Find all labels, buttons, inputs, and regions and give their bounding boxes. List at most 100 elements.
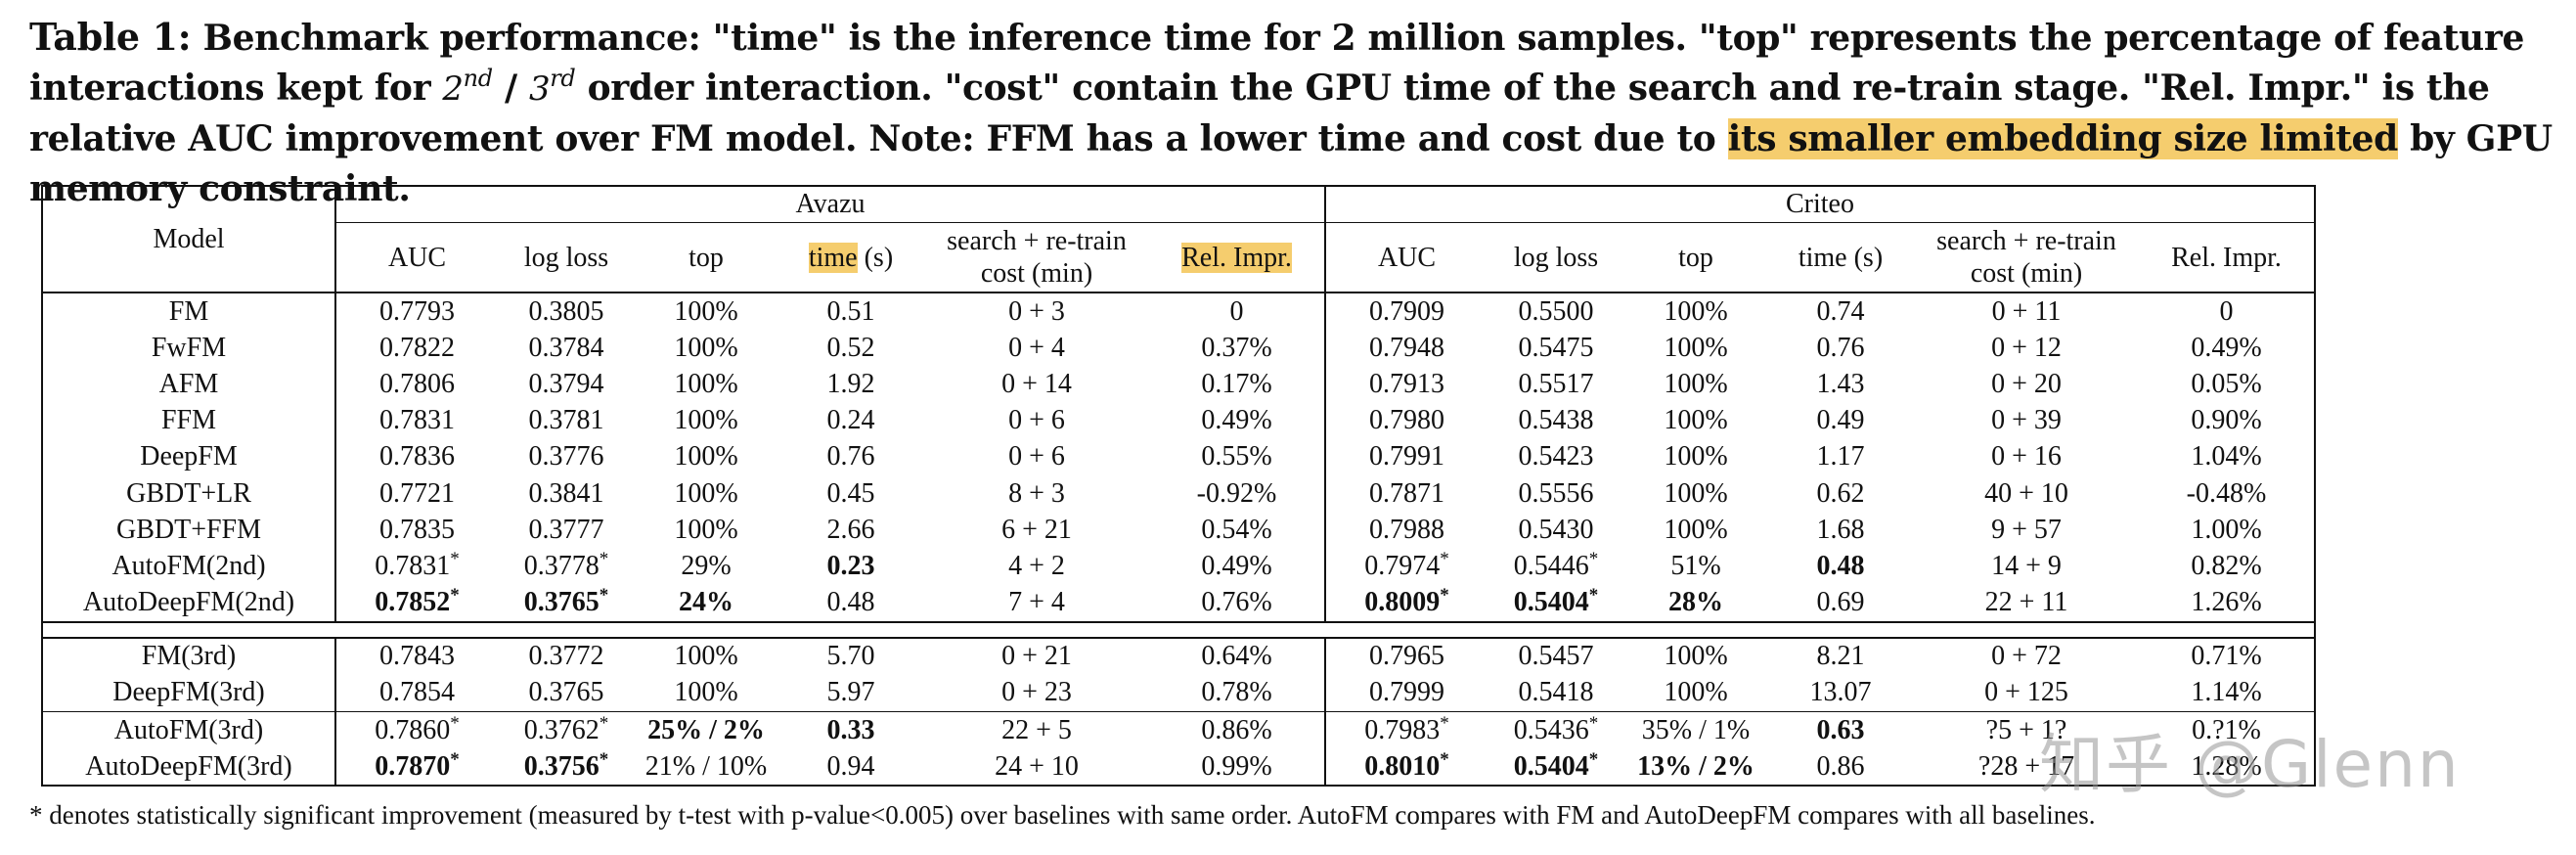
cell-criteo: 0.71%: [2139, 636, 2315, 675]
cell-criteo: 100%: [1664, 514, 1728, 545]
cell-avazu: 0.3781: [528, 405, 604, 436]
cell-criteo: 0.5500: [1488, 291, 1624, 331]
cell-criteo: 0.5438: [1518, 405, 1594, 436]
cell-criteo: 0.74: [1767, 291, 1914, 331]
cell-avazu: 0.7806: [334, 366, 498, 403]
col-rel-impr: Rel. Impr.: [2171, 242, 2282, 273]
cell-criteo: 51%: [1670, 550, 1721, 581]
cell-criteo: 0: [2139, 291, 2315, 331]
cell-avazu: 0.54%: [1201, 514, 1272, 545]
model-name: AutoFM(2nd): [111, 550, 266, 581]
cell-avazu: 0: [1149, 291, 1325, 331]
cell-avazu: 0.7836: [334, 438, 498, 475]
cell-avazu: 0.76%: [1149, 584, 1325, 623]
cell-criteo: 1.14%: [2191, 677, 2262, 708]
cell-criteo: 28%: [1624, 584, 1767, 623]
col-top: top: [1678, 242, 1713, 273]
cell-criteo: 0.86: [1816, 750, 1865, 782]
table-row: DeepFM 0.7836 0.3776 100% 0.76 0 + 6 0.55% 0.79…: [42, 438, 2315, 475]
model-name: AFM: [158, 368, 219, 399]
cell-criteo: 13% / 2%: [1637, 750, 1754, 782]
cell-avazu: 100%: [674, 441, 738, 472]
cell-criteo: 0.82%: [2191, 550, 2262, 581]
model-name: DeepFM: [140, 441, 238, 472]
caption-text-1: Benchmark performance: "time" is the inf…: [29, 18, 2525, 109]
cell-criteo: 100%: [1664, 368, 1728, 399]
caption-label: Table 1:: [29, 15, 192, 59]
cell-criteo: 1.00%: [2191, 514, 2262, 545]
cell-criteo: 0.5423: [1518, 441, 1594, 472]
table-row: FwFM 0.7822 0.3784 100% 0.52 0 + 4 0.37% 0.7948…: [42, 330, 2315, 367]
table-row: AutoFM(2nd) 0.7831* 0.3778* 29% 0.23 4 + 2 0.4…: [42, 548, 2315, 585]
cell-avazu: 0.51: [777, 291, 924, 331]
table-row: AutoDeepFM(2nd) 0.7852* 0.3765* 24% 0.48 7 + …: [42, 584, 2315, 623]
cell-criteo: 0.49: [1816, 405, 1865, 436]
cell-avazu: 100%: [674, 677, 738, 708]
cell-avazu: 0 + 4: [1008, 332, 1065, 363]
cell-avazu: 0.3777: [528, 514, 604, 545]
model-name: FwFM: [151, 332, 227, 363]
cell-criteo: 0.5404*: [1513, 748, 1599, 782]
cell-criteo: 0.63: [1767, 711, 1914, 749]
cell-criteo: 0.7913: [1324, 366, 1488, 403]
order-2nd: 2nd: [442, 65, 493, 109]
cell-criteo: 0.5475: [1518, 332, 1594, 363]
cell-criteo: 100%: [1664, 677, 1728, 708]
cell-criteo: 0 + 12: [1991, 332, 2062, 363]
cell-avazu: 0.23: [826, 550, 875, 581]
cell-criteo: 0 + 39: [1991, 405, 2062, 436]
cell-avazu: 0.49%: [1201, 550, 1272, 581]
cell-avazu: 100%: [674, 514, 738, 545]
cell-criteo: 100%: [1624, 636, 1767, 675]
cell-avazu: 0.7721: [334, 474, 498, 513]
col-rel-impr: Rel. Impr.: [1181, 242, 1292, 273]
table-row: FFM 0.7831 0.3781 100% 0.24 0 + 6 0.49% 0.7980 0…: [42, 402, 2315, 439]
table-row: FM 0.7793 0.3805 100% 0.51 0 + 3 0 0.7909 0.5500…: [42, 291, 2315, 331]
cell-criteo: 0.69: [1767, 584, 1914, 623]
cell-criteo: 1.17: [1816, 441, 1865, 472]
cell-criteo: 0 + 11: [1914, 291, 2139, 331]
cell-avazu: 0.3805: [498, 291, 635, 331]
cell-criteo: 0.5430: [1518, 514, 1594, 545]
col-auc: AUC: [1324, 222, 1488, 292]
col-logloss: log loss: [523, 242, 609, 273]
cell-criteo: 8.21: [1767, 636, 1914, 675]
cell-criteo: 100%: [1624, 291, 1767, 331]
model-name: AutoFM(3rd): [42, 711, 335, 749]
cell-avazu: 0.94: [826, 750, 875, 782]
col-cost: search + re-train cost (min): [1936, 226, 2116, 289]
caption-highlight: its smaller embedding size limited: [1727, 118, 2398, 159]
col-logloss: log loss: [1513, 242, 1599, 273]
cell-avazu: 100%: [674, 368, 738, 399]
cell-criteo: 0 + 16: [1991, 441, 2062, 472]
cell-avazu: 0.55%: [1201, 441, 1272, 472]
model-name: FM(3rd): [42, 636, 335, 675]
cell-avazu: 0.45: [826, 477, 875, 509]
cell-avazu: 22 + 5: [924, 711, 1149, 749]
cell-criteo: -0.48%: [2186, 477, 2267, 509]
table-row: DeepFM(3rd) 0.7854 0.3765 100% 5.97 0 + 23 0.7…: [42, 674, 2315, 712]
cell-criteo: 1.43: [1816, 368, 1865, 399]
cell-avazu: 24 + 10: [995, 750, 1079, 782]
cell-avazu: 0.24: [826, 405, 875, 436]
cell-avazu: 0.7835: [334, 512, 498, 549]
cell-avazu: 5.97: [826, 677, 875, 708]
cell-avazu: 24%: [635, 584, 777, 623]
cell-criteo: 0.5418: [1518, 677, 1594, 708]
cell-criteo: 0.?1%: [2139, 711, 2315, 749]
cell-criteo: 9 + 57: [1991, 514, 2062, 545]
cell-criteo: 0.48: [1816, 550, 1865, 581]
cell-criteo: ?28 + 17: [1977, 750, 2075, 782]
cell-avazu: 0.3776: [528, 441, 604, 472]
cell-avazu: 2.66: [826, 514, 875, 545]
cell-criteo: 0 + 72: [1914, 636, 2139, 675]
cell-avazu: 0.7860*: [334, 711, 498, 749]
col-top: top: [688, 242, 724, 273]
cell-avazu: 0.76: [826, 441, 875, 472]
cell-avazu: 29%: [681, 550, 732, 581]
cell-criteo: 100%: [1664, 332, 1728, 363]
col-cost: search + re-train cost (min): [947, 226, 1127, 289]
cell-avazu: 0.49%: [1201, 405, 1272, 436]
cell-avazu: 0.7831*: [334, 548, 498, 585]
cell-criteo: 0.7983*: [1324, 711, 1488, 749]
